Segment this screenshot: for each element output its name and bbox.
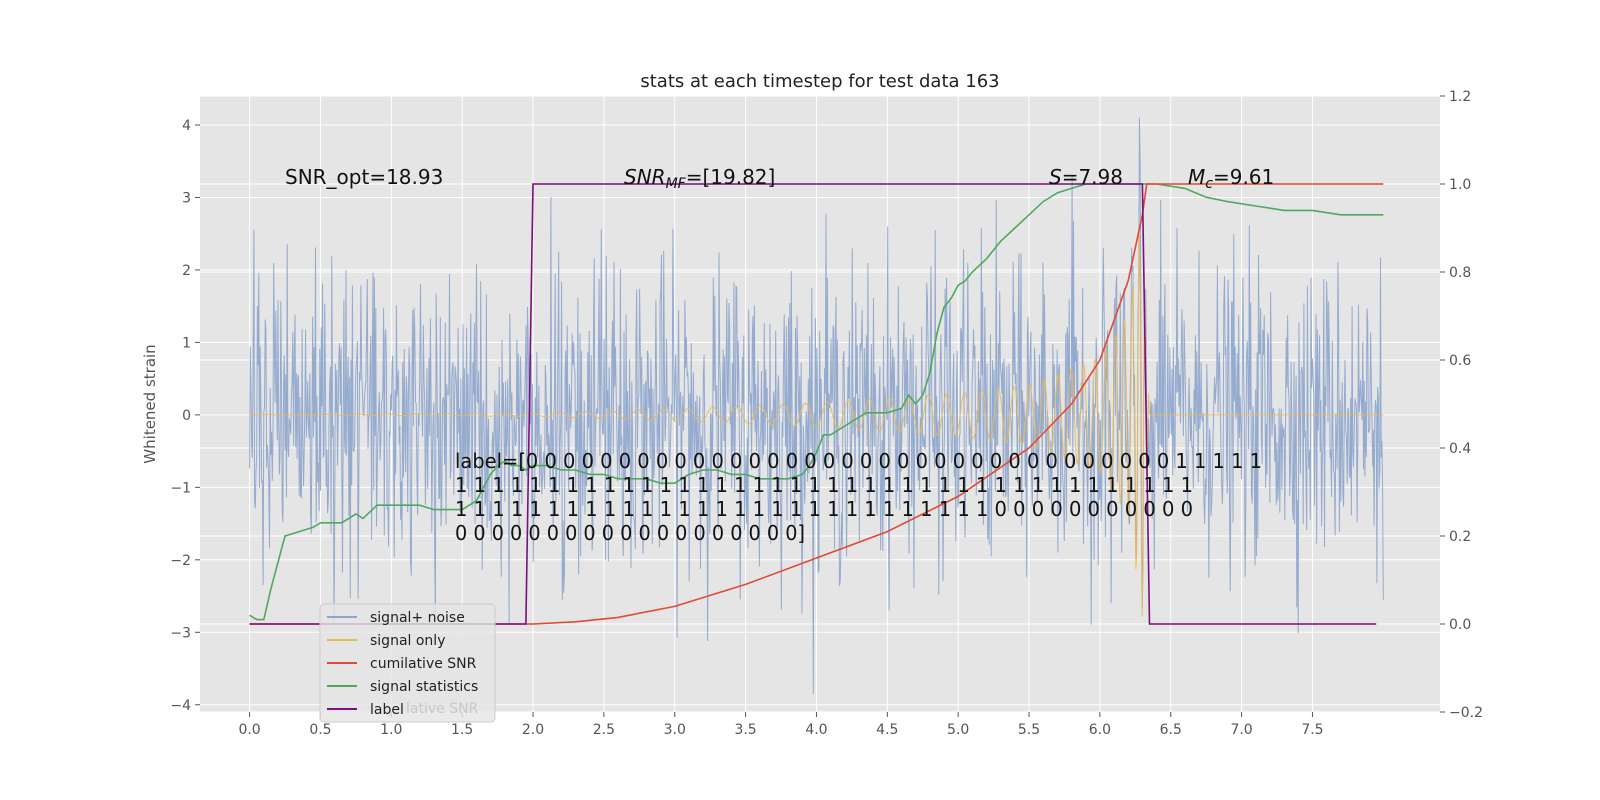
x-tick-label: 1.5 [451,722,473,738]
legend-label-label: label [370,702,404,718]
x-tick-label: 0.5 [309,722,331,738]
y-tick-label: 4 [182,118,191,134]
right-tick-label: 0.6 [1449,353,1471,369]
legend-label-cumulative-snr: cumilative SNR [370,656,477,672]
x-tick-label: 2.0 [522,722,544,738]
x-tick-label: 6.5 [1160,722,1182,738]
annotation-s: S=7.98 [1049,165,1123,189]
y-tick-label: −3 [170,625,191,641]
right-tick-label: 0.4 [1449,441,1471,457]
x-tick-label: 5.0 [947,722,969,738]
axes: 0.0 0.5 1.0 1.5 2.0 2.5 3.0 3.5 4.0 4.5 5.0 5.5 6.0 6… [170,89,1483,738]
cumulative-snr-series [249,183,1384,625]
annotations: SNR_opt=18.93 SNRMF=[19.82] S=7.98 Mc=9.… [285,165,1274,192]
annotation-snr-opt: SNR_opt=18.93 [285,165,443,189]
label-array-annotation: label=[0 0 0 0 0 0 0 0 0 0 0 0 0 0 0 0 0… [455,449,1262,545]
legend-ghost-text: lative SNR [406,701,479,717]
cumulative-snr-line [249,183,1384,625]
x-tick-label: 7.5 [1301,722,1323,738]
right-tick-label: −0.2 [1449,705,1483,721]
annotation-s-value: =7.98 [1062,165,1123,189]
y-tick-label: −4 [170,698,191,714]
x-tick-label: 7.0 [1230,722,1252,738]
y-tick-label: 0 [182,408,191,424]
label-array-line: 0 0 0 0 0 0 0 0 0 0 0 0 0 0 0 0 0 0 0] [455,521,805,545]
signal-only-series [249,234,1384,617]
legend: lative SNR signal+ noise signal only cum… [319,603,496,723]
x-tick-label: 3.5 [734,722,756,738]
x-tick-label: 4.0 [805,722,827,738]
y-tick-label: 3 [182,190,191,206]
y-tick-label: −1 [170,480,191,496]
label-array-line: 1 1 1 1 1 1 1 1 1 1 1 1 1 1 1 1 1 1 1 1 … [455,497,1193,521]
y-tick-label: −2 [170,553,191,569]
legend-label-signal-statistics: signal statistics [370,679,478,695]
x-tick-label: 6.0 [1089,722,1111,738]
x-tick-label: 1.0 [380,722,402,738]
right-tick-label: 1.0 [1449,177,1471,193]
legend-label-signal-only: signal only [370,633,445,649]
annotation-snr-mf-value: =[19.82] [686,165,776,189]
right-tick-label: 0.0 [1449,617,1471,633]
annotation-snr-mf-subscript: MF [666,176,687,192]
right-tick-label: 0.8 [1449,265,1471,281]
y-axis-label: Whitened strain [141,344,159,463]
right-tick-label: 0.2 [1449,529,1471,545]
legend-box [319,603,496,723]
annotation-snr-mf: SNRMF=[19.82] [624,165,775,192]
right-tick-label: 1.2 [1449,89,1471,105]
legend-label-signal-noise: signal+ noise [370,610,465,626]
annotation-mc-symbol: M [1188,165,1205,189]
x-tick-label: 4.5 [876,722,898,738]
annotation-snr-mf-symbol: SNR [624,165,666,189]
chart-title: stats at each timestep for test data 163 [640,71,999,92]
signal-noise-series [249,117,1384,694]
x-tick-label: 2.5 [593,722,615,738]
signal-noise-line [249,117,1384,694]
annotation-mc-value: =9.61 [1213,165,1274,189]
annotation-s-symbol: S [1049,165,1062,189]
y-tick-label: 1 [182,335,191,351]
x-tick-label: 3.0 [664,722,686,738]
signal-only-line [249,234,1384,617]
label-array-line: 1 1 1 1 1 1 1 1 1 1 1 1 1 1 1 1 1 1 1 1 … [455,473,1193,497]
label-array-line: label=[0 0 0 0 0 0 0 0 0 0 0 0 0 0 0 0 0… [455,449,1262,473]
annotation-mc-subscript: c [1205,176,1213,192]
annotation-mc: Mc=9.61 [1188,165,1274,192]
x-tick-label: 0.0 [238,722,260,738]
x-tick-label: 5.5 [1018,722,1040,738]
y-tick-label: 2 [182,263,191,279]
